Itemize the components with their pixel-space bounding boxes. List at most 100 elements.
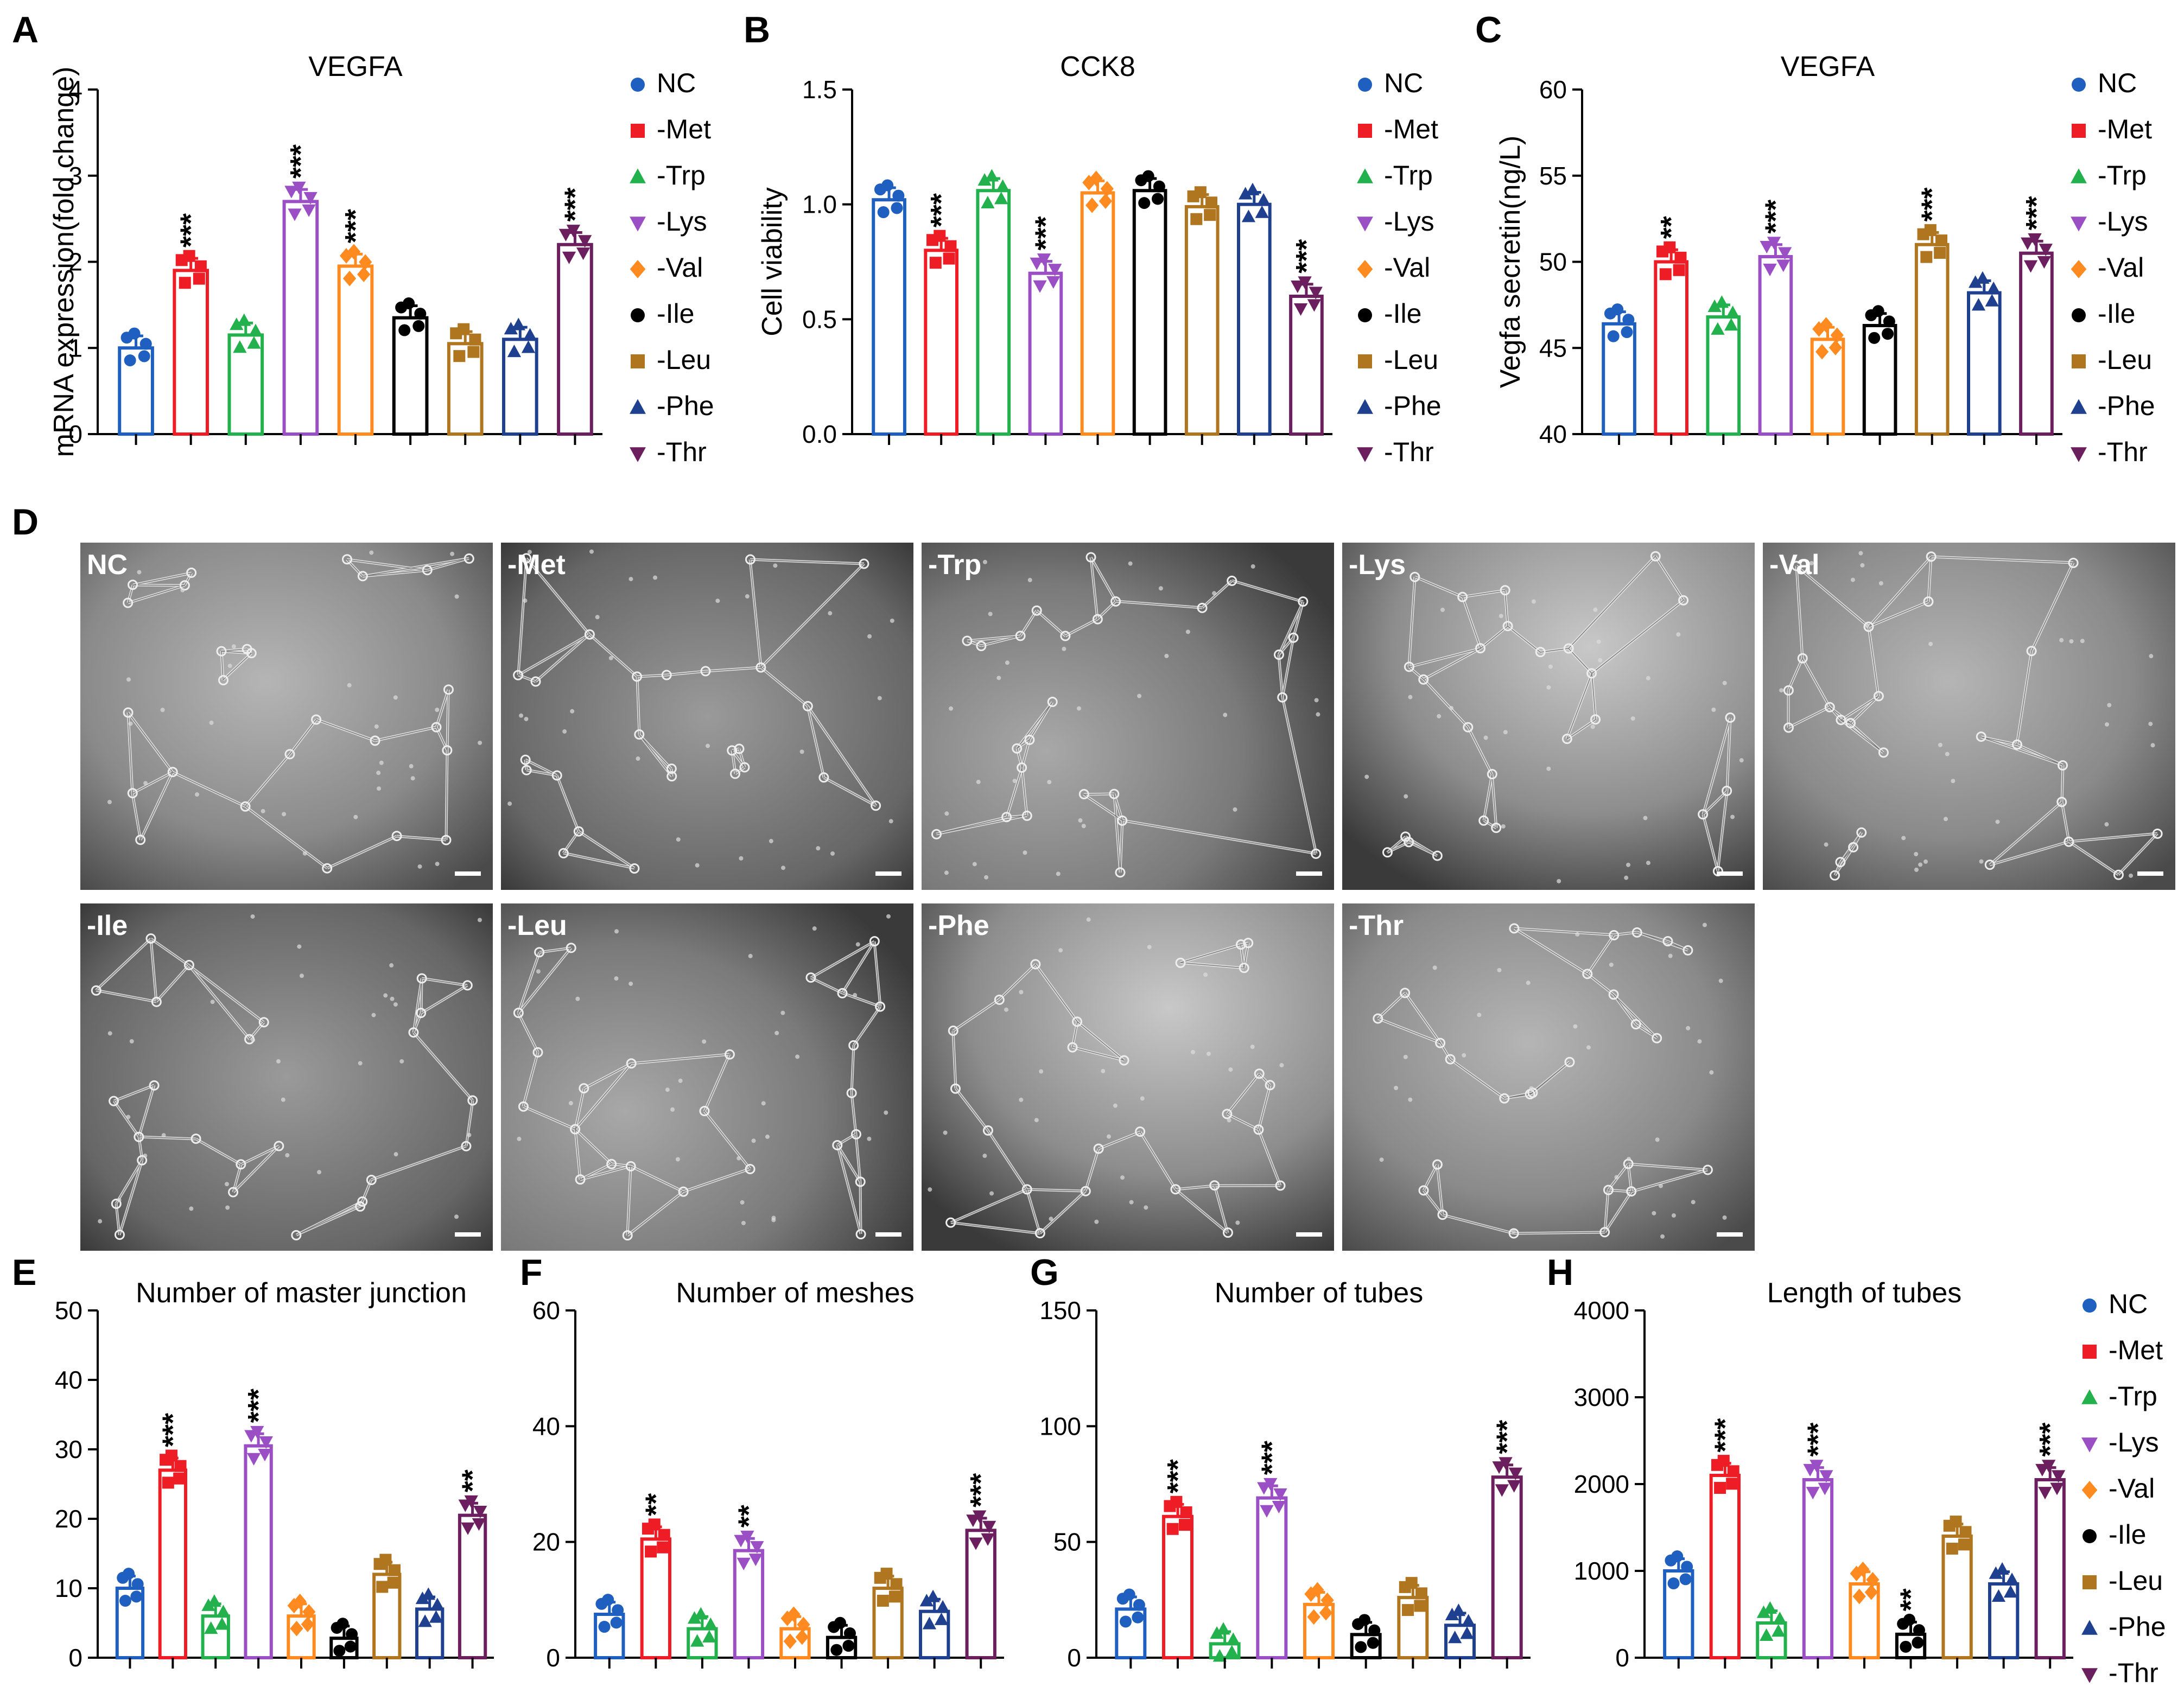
cell-dot <box>143 781 148 786</box>
cell-cluster <box>570 1124 581 1135</box>
data-point-f <box>734 1535 748 1548</box>
bar-a <box>392 316 429 436</box>
cell-cluster <box>976 640 987 651</box>
data-point-e <box>379 1554 392 1566</box>
cell-cluster <box>855 1228 866 1239</box>
cell-cluster <box>1170 1184 1181 1195</box>
cell-cluster <box>859 558 869 569</box>
cell-dot <box>379 760 384 765</box>
cell-dot <box>678 1078 683 1083</box>
cell-dot <box>299 973 304 978</box>
cell-cluster <box>1835 857 1846 868</box>
data-point-a <box>292 181 306 194</box>
cell-cluster <box>123 707 134 718</box>
legend-marker-h <box>2083 1298 2097 1313</box>
data-point-h <box>1958 1538 1970 1551</box>
data-point-c <box>1674 251 1687 264</box>
cell-dot <box>1646 861 1650 865</box>
legend-label-a: -Lys <box>657 206 707 237</box>
cell-cluster <box>1445 1054 1456 1065</box>
cell-dot <box>454 594 459 599</box>
data-point-b <box>929 257 942 269</box>
cell-cluster <box>832 1140 843 1150</box>
cell-dot <box>1858 551 1863 556</box>
cell-dot <box>1809 561 1814 565</box>
tube-network-outline <box>518 941 881 1236</box>
data-point-a <box>249 323 263 336</box>
data-point-b <box>1307 299 1322 312</box>
y-tick-label-e: 30 <box>55 1435 82 1463</box>
cell-dot <box>1081 824 1086 829</box>
y-tick-label-h: 0 <box>1615 1644 1629 1672</box>
data-point-e <box>344 1640 357 1653</box>
cell-dot <box>1573 1024 1578 1029</box>
data-point-e <box>464 1495 478 1508</box>
cell-dot <box>523 598 528 603</box>
cell-cluster <box>1135 1126 1146 1137</box>
data-point-f <box>657 1541 669 1554</box>
cell-cluster <box>634 729 645 740</box>
cell-dot <box>126 677 131 682</box>
data-point-e <box>258 1449 272 1462</box>
cell-dot <box>390 996 395 1001</box>
cell-cluster <box>1500 585 1510 596</box>
cell-dot <box>129 1039 134 1044</box>
cell-cluster <box>366 1174 377 1185</box>
data-point-c <box>1830 327 1844 343</box>
data-point-c <box>1664 241 1676 253</box>
scale-bar <box>2137 871 2163 876</box>
significance-label-a: *** <box>558 187 591 221</box>
data-point-b <box>1255 205 1269 218</box>
bar-c <box>1914 243 1950 436</box>
y-tick-label-g: 50 <box>1053 1528 1081 1556</box>
cell-dot <box>282 812 287 817</box>
data-point-b <box>877 206 890 219</box>
data-point-e <box>162 1476 174 1489</box>
cell-dot <box>1546 685 1551 690</box>
bar-b <box>976 189 1011 436</box>
cell-dot <box>1865 623 1870 628</box>
cell-dot <box>575 996 580 1001</box>
cell-dot <box>1012 779 1017 784</box>
legend-label-h: NC <box>2109 1289 2148 1319</box>
data-point-h <box>2050 1482 2064 1495</box>
cell-cluster <box>111 1198 122 1209</box>
data-point-f <box>797 1616 810 1633</box>
legend-label-b: -Phe <box>1384 391 1442 421</box>
legend-label-a: -Ile <box>657 298 694 329</box>
legend-marker-c <box>2071 168 2087 183</box>
cell-dot <box>517 1136 522 1141</box>
data-point-b <box>1142 170 1154 182</box>
cell-cluster <box>1012 743 1023 754</box>
scale-bar <box>455 1232 481 1237</box>
data-point-a <box>562 251 576 264</box>
cell-dot <box>1503 730 1508 735</box>
micrograph: -Thr <box>1342 903 1755 1251</box>
cell-dot <box>1250 564 1255 569</box>
cell-cluster <box>573 826 584 837</box>
data-point-c <box>1935 234 1948 247</box>
cell-dot <box>1575 932 1580 937</box>
data-point-h <box>1714 1482 1726 1494</box>
bar-a <box>337 264 374 436</box>
data-point-a <box>577 235 592 248</box>
cell-dot <box>417 864 422 869</box>
micrograph: -Met <box>501 543 913 890</box>
micrograph-label: -Met <box>507 549 566 581</box>
cell-cluster <box>1683 945 1693 956</box>
cell-dot <box>570 709 575 714</box>
cell-cluster <box>1652 1033 1662 1043</box>
cell-dot <box>1928 641 1933 646</box>
micrograph-label: NC <box>87 549 128 581</box>
cell-dot <box>1144 1205 1148 1210</box>
panel-label-b: B <box>744 9 770 50</box>
data-point-b <box>891 202 903 214</box>
cell-cluster <box>1110 596 1121 607</box>
cell-cluster <box>1435 1037 1446 1048</box>
cell-dot <box>1316 712 1320 717</box>
data-point-c <box>1760 241 1774 254</box>
chart-g: G Number of tubes 0 50 100 150 *** *** *** <box>1030 1252 1531 1672</box>
data-point-h <box>1681 1561 1693 1573</box>
data-point-g <box>1307 1609 1320 1625</box>
legend-label-c: -Phe <box>2098 391 2155 421</box>
